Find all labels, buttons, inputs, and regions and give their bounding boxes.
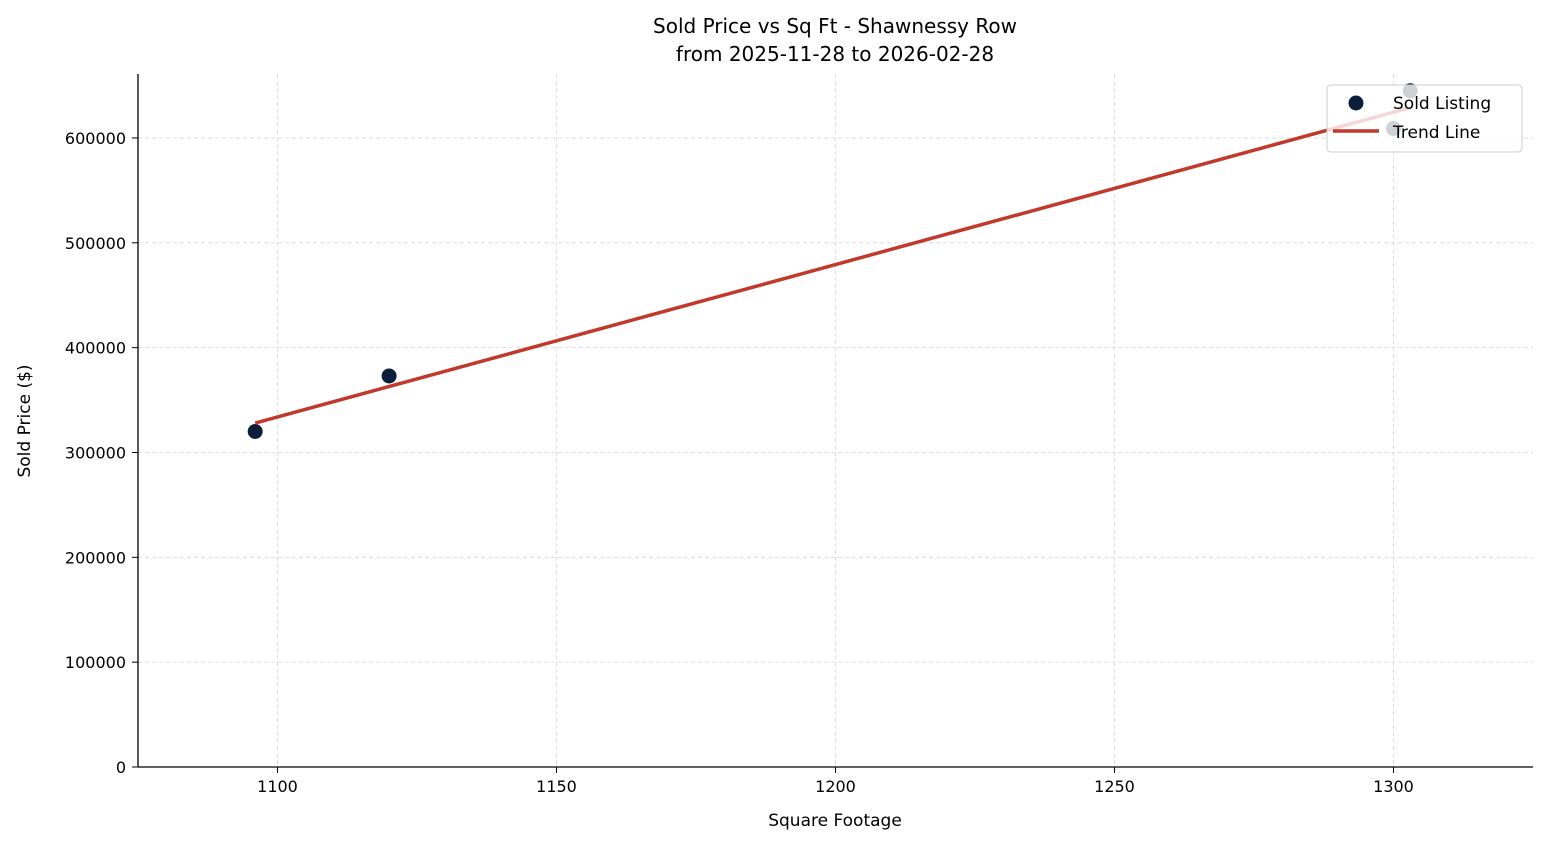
- y-tick-label: 600000: [65, 129, 126, 148]
- x-tick-label: 1150: [536, 777, 577, 796]
- y-tick-label: 300000: [65, 443, 126, 462]
- x-tick-label: 1200: [815, 777, 856, 796]
- x-tick-label: 1250: [1094, 777, 1135, 796]
- x-tick-label: 1300: [1373, 777, 1414, 796]
- y-axis-label: Sold Price ($): [15, 364, 35, 477]
- chart-subtitle: from 2025-11-28 to 2026-02-28: [676, 42, 994, 66]
- trend-line: [254, 105, 1411, 425]
- y-tick-label: 400000: [65, 339, 126, 358]
- x-axis-label: Square Footage: [768, 811, 902, 831]
- y-tick-label: 100000: [65, 653, 126, 672]
- y-tick-label: 0: [116, 758, 126, 777]
- data-point: [247, 424, 263, 440]
- legend-marker-sold-listing: [1348, 95, 1364, 111]
- legend-label-trend-line: Trend Line: [1392, 123, 1480, 143]
- legend: Sold Listing Trend Line: [1326, 84, 1523, 153]
- y-tick-label: 200000: [65, 548, 126, 567]
- x-tick-label: 1100: [257, 777, 298, 796]
- legend-box: [1326, 84, 1523, 153]
- data-point: [381, 368, 397, 384]
- legend-label-sold-listing: Sold Listing: [1393, 94, 1491, 114]
- chart-title: Sold Price vs Sq Ft - Shawnessy Row: [653, 14, 1017, 38]
- y-tick-label: 500000: [65, 234, 126, 253]
